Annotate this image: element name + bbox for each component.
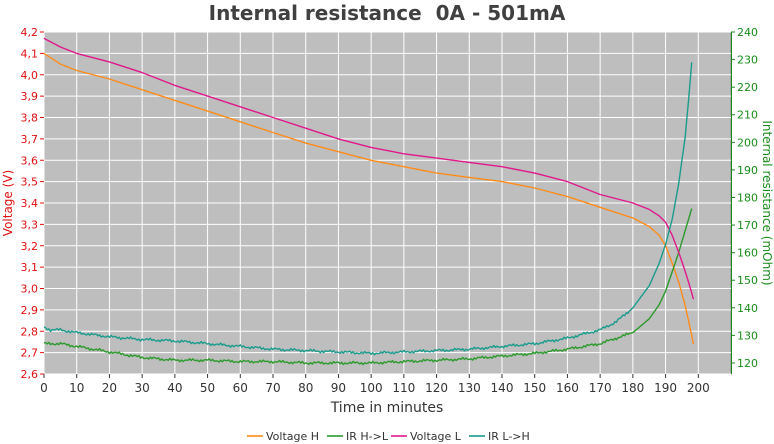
y2-tick-label: 150 bbox=[737, 274, 758, 287]
y-tick-label: 3,1 bbox=[21, 261, 39, 274]
y-tick-label: 3,7 bbox=[21, 133, 39, 146]
legend-label: IR L->H bbox=[488, 430, 530, 443]
x-tick-label: 60 bbox=[233, 381, 248, 395]
x-tick-label: 80 bbox=[298, 381, 313, 395]
y-tick-label: 3,9 bbox=[21, 90, 39, 103]
x-tick-label: 90 bbox=[331, 381, 346, 395]
y2-tick-label: 230 bbox=[737, 54, 758, 67]
y-tick-label: 2,9 bbox=[21, 304, 39, 317]
y-axis-left-label: Voltage (V) bbox=[1, 170, 15, 236]
x-tick-label: 10 bbox=[69, 381, 84, 395]
y-tick-label: 3,8 bbox=[21, 112, 39, 125]
x-tick-label: 0 bbox=[40, 381, 48, 395]
series-line-1 bbox=[43, 208, 693, 366]
x-axis-label: Time in minutes bbox=[330, 400, 444, 416]
y-tick-label: 3,0 bbox=[21, 283, 39, 296]
y2-tick-label: 220 bbox=[737, 81, 758, 94]
legend-label: IR H->L bbox=[346, 430, 389, 443]
x-tick-label: 150 bbox=[523, 381, 546, 395]
y-tick-label: 3,5 bbox=[21, 176, 39, 189]
series-line-0 bbox=[43, 52, 695, 345]
y2-tick-label: 170 bbox=[737, 219, 758, 232]
x-tick-label: 160 bbox=[556, 381, 579, 395]
x-tick-label: 70 bbox=[265, 381, 280, 395]
x-tick-label: 120 bbox=[425, 381, 448, 395]
y2-tick-label: 130 bbox=[737, 329, 758, 342]
y2-tick-label: 160 bbox=[737, 247, 758, 260]
y-axis-left-ticks: 2,6 2,7 2,8 2,9 3,0 3,1 3,2 3,3 3,4 3,5 3,6 3,7 3,8 3… bbox=[21, 26, 44, 381]
y-tick-label: 4,1 bbox=[21, 47, 39, 60]
y2-tick-label: 140 bbox=[737, 302, 758, 315]
x-tick-label: 190 bbox=[654, 381, 677, 395]
y-tick-label: 4,2 bbox=[21, 26, 39, 39]
legend-label: Voltage H bbox=[266, 430, 319, 443]
y-tick-label: 3,4 bbox=[21, 197, 39, 210]
y2-tick-label: 240 bbox=[737, 26, 758, 39]
chart-title: Internal resistance 0A - 501mA bbox=[209, 1, 566, 25]
series-line-2 bbox=[43, 37, 695, 300]
y-tick-label: 2,7 bbox=[21, 347, 39, 360]
y-tick-label: 2,6 bbox=[21, 368, 39, 381]
y-tick-label: 2,8 bbox=[21, 325, 39, 338]
x-tick-label: 170 bbox=[589, 381, 612, 395]
y-tick-label: 3,6 bbox=[21, 154, 39, 167]
legend-label: Voltage L bbox=[410, 430, 462, 443]
x-axis-ticks: 0 10 20 30 40 50 60 70 80 90 100 110 120 130 140 150 160… bbox=[40, 374, 710, 395]
series-line-3 bbox=[43, 62, 693, 356]
x-tick-label: 50 bbox=[200, 381, 215, 395]
y2-tick-label: 120 bbox=[737, 357, 758, 370]
x-tick-label: 130 bbox=[458, 381, 481, 395]
y-axis-right-label: Internal resistance (mOhm) bbox=[760, 120, 774, 285]
y-axis-right-ticks: 120 130 140 150 160 170 180 190 200 210 220 230 240 bbox=[731, 26, 758, 374]
y2-tick-label: 200 bbox=[737, 136, 758, 149]
y2-tick-label: 210 bbox=[737, 109, 758, 122]
x-tick-label: 100 bbox=[360, 381, 383, 395]
y2-tick-label: 180 bbox=[737, 191, 758, 204]
x-tick-label: 20 bbox=[102, 381, 117, 395]
x-tick-label: 180 bbox=[621, 381, 644, 395]
y2-tick-label: 190 bbox=[737, 164, 758, 177]
x-tick-label: 200 bbox=[687, 381, 710, 395]
y-tick-label: 3,2 bbox=[21, 240, 39, 253]
y-tick-label: 4,0 bbox=[21, 69, 39, 82]
y-tick-label: 3,3 bbox=[21, 218, 39, 231]
x-tick-label: 30 bbox=[135, 381, 150, 395]
x-tick-label: 110 bbox=[392, 381, 415, 395]
series-layer bbox=[43, 37, 695, 366]
x-tick-label: 40 bbox=[167, 381, 182, 395]
legend: Voltage H IR H->L Voltage L IR L->H bbox=[247, 430, 530, 443]
x-tick-label: 140 bbox=[491, 381, 514, 395]
grid bbox=[43, 31, 731, 375]
